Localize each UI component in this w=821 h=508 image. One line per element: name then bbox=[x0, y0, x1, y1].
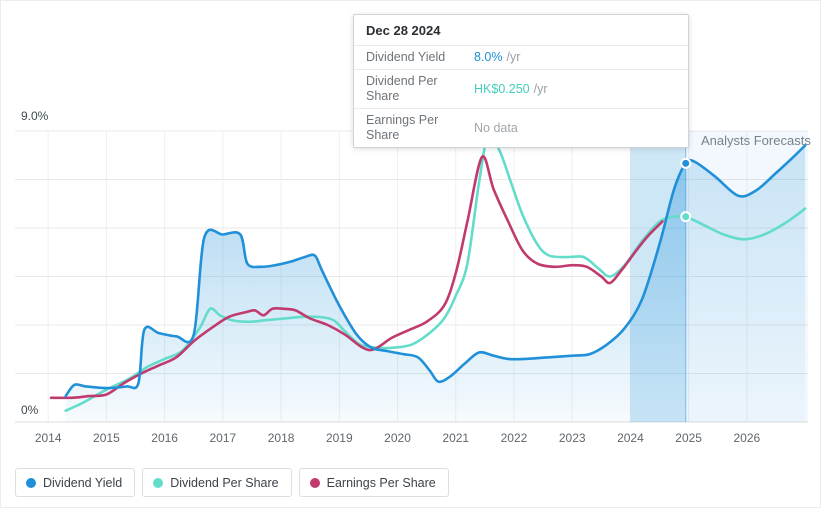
svg-text:2019: 2019 bbox=[326, 431, 353, 445]
tooltip-row-dividend-yield: Dividend Yield 8.0% /yr bbox=[354, 45, 688, 69]
tooltip-value: 8.0% bbox=[474, 50, 503, 64]
legend-item-dividend-per-share[interactable]: Dividend Per Share bbox=[142, 468, 292, 497]
svg-text:2017: 2017 bbox=[210, 431, 237, 445]
svg-text:2016: 2016 bbox=[151, 431, 178, 445]
svg-text:2014: 2014 bbox=[35, 431, 62, 445]
dividend-yield-dot-icon bbox=[26, 477, 36, 488]
svg-text:2023: 2023 bbox=[559, 431, 586, 445]
svg-text:2021: 2021 bbox=[442, 431, 469, 445]
svg-text:2024: 2024 bbox=[617, 431, 644, 445]
analysts-forecasts-label: Analysts Forecasts bbox=[701, 133, 811, 148]
tooltip-label: Dividend Yield bbox=[366, 50, 446, 64]
legend-label: Earnings Per Share bbox=[326, 475, 436, 490]
svg-text:2020: 2020 bbox=[384, 431, 411, 445]
dividend-per-share-dot-icon bbox=[153, 477, 164, 488]
chart-legend: Dividend Yield Dividend Per Share Earnin… bbox=[15, 468, 449, 497]
tooltip-suffix: /yr bbox=[506, 50, 521, 64]
tooltip-row-earnings-per-share: Earnings Per Share No data bbox=[354, 108, 688, 147]
svg-text:2015: 2015 bbox=[93, 431, 120, 445]
svg-text:2026: 2026 bbox=[734, 431, 761, 445]
legend-item-earnings-per-share[interactable]: Earnings Per Share bbox=[298, 468, 449, 497]
tooltip-row-dividend-per-share: Dividend Per Share HK$0.250 /yr bbox=[354, 69, 688, 108]
earnings-per-share-dot-icon bbox=[309, 477, 320, 488]
tooltip-label: Earnings Per Share bbox=[366, 113, 439, 142]
tooltip-label: Dividend Per Share bbox=[366, 74, 438, 103]
y-axis-min-label: 0% bbox=[21, 403, 39, 417]
svg-text:2022: 2022 bbox=[501, 431, 528, 445]
legend-item-dividend-yield[interactable]: Dividend Yield bbox=[15, 468, 136, 497]
legend-label: Dividend Yield bbox=[43, 475, 123, 490]
y-axis-max-label: 9.0% bbox=[21, 109, 49, 123]
legend-label: Dividend Per Share bbox=[170, 475, 279, 490]
chart-tooltip: Dec 28 2024 Dividend Yield 8.0% /yr Divi… bbox=[353, 14, 689, 148]
tooltip-date: Dec 28 2024 bbox=[366, 23, 441, 38]
tooltip-suffix: /yr bbox=[533, 81, 548, 96]
svg-text:2018: 2018 bbox=[268, 431, 295, 445]
svg-text:2025: 2025 bbox=[675, 431, 702, 445]
tooltip-value: No data bbox=[474, 120, 518, 135]
tooltip-value: HK$0.250 bbox=[474, 81, 530, 96]
